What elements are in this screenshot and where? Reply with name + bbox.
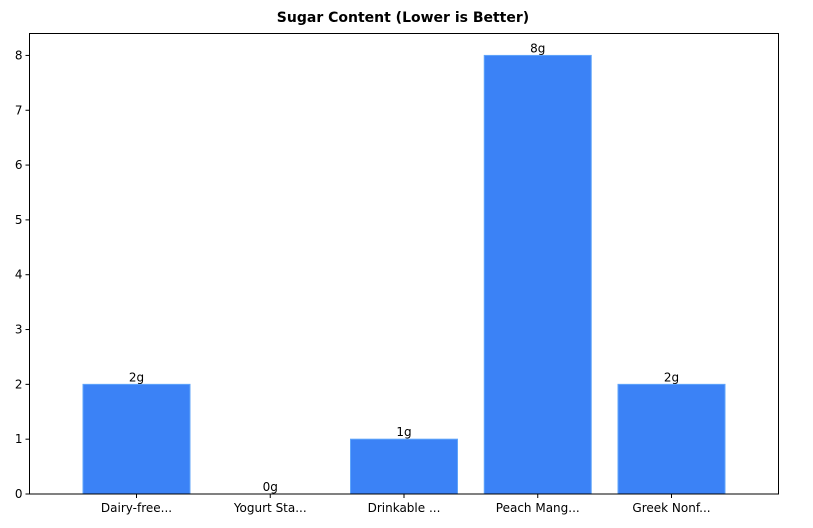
bars-group bbox=[82, 54, 726, 495]
x-axis: Dairy-free... Yogurt Sta... Drinkable ... P… bbox=[101, 494, 711, 515]
y-tick-label: 2 bbox=[15, 377, 23, 391]
bar-value-label: 8g bbox=[530, 41, 545, 55]
bar bbox=[350, 438, 458, 495]
bar bbox=[617, 383, 726, 495]
bar-value-labels: 2g 0g 1g 8g 2g bbox=[129, 41, 679, 494]
bar-value-label: 2g bbox=[664, 370, 679, 384]
x-tick-label: Yogurt Sta... bbox=[233, 501, 307, 515]
bar bbox=[483, 54, 592, 495]
y-tick-label: 8 bbox=[15, 48, 23, 62]
y-tick-label: 4 bbox=[15, 268, 23, 282]
bar-value-label: 0g bbox=[263, 480, 278, 494]
y-tick-label: 0 bbox=[15, 487, 23, 501]
bar-value-label: 2g bbox=[129, 370, 144, 384]
x-tick-label: Greek Nonf... bbox=[632, 501, 710, 515]
y-tick-label: 3 bbox=[15, 323, 23, 337]
y-tick-label: 5 bbox=[15, 213, 23, 227]
plot-frame bbox=[29, 33, 779, 495]
x-tick-label: Peach Mang... bbox=[496, 501, 580, 515]
y-axis: 0 1 2 3 4 5 6 7 8 bbox=[15, 48, 30, 501]
chart-title: Sugar Content (Lower is Better) bbox=[277, 10, 529, 26]
y-tick-label: 7 bbox=[15, 103, 23, 117]
bar bbox=[82, 383, 191, 495]
y-tick-label: 1 bbox=[15, 432, 23, 446]
y-tick-label: 6 bbox=[15, 158, 23, 172]
bar-value-label: 1g bbox=[396, 425, 411, 439]
x-tick-label: Dairy-free... bbox=[101, 501, 172, 515]
x-tick-label: Drinkable ... bbox=[368, 501, 441, 515]
